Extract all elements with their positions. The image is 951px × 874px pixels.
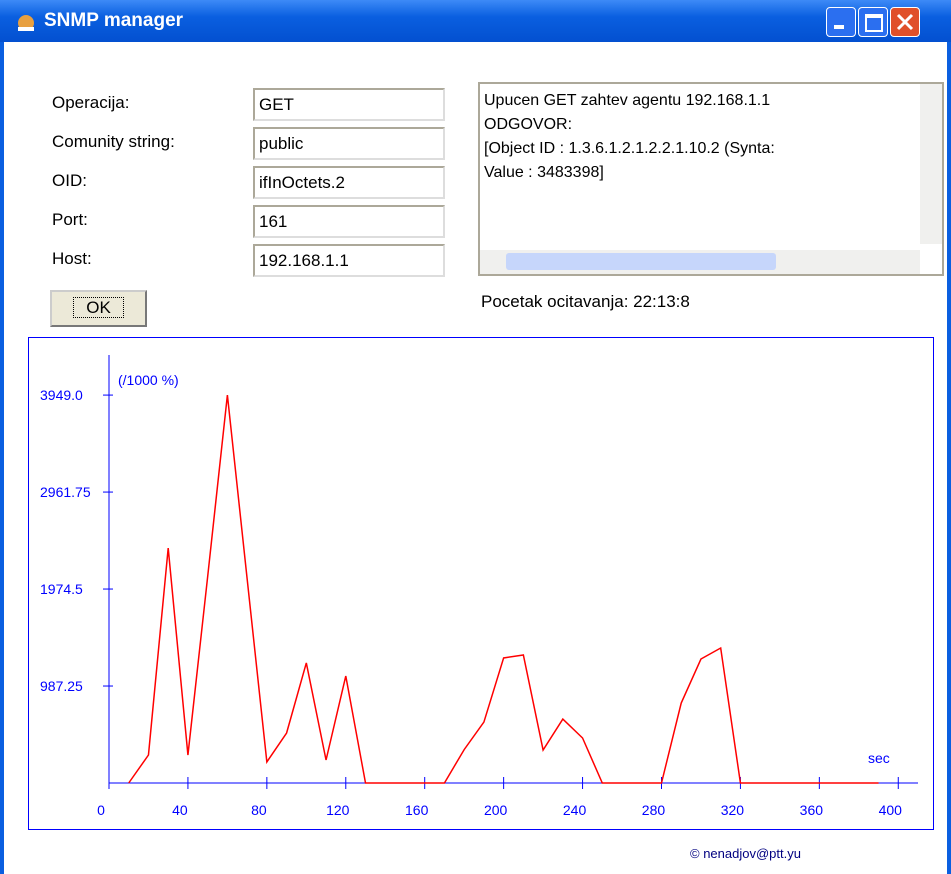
x-tick-label: 320 [721, 802, 745, 818]
response-line: [Object ID : 1.3.6.1.2.1.2.2.1.10.2 (Syn… [484, 140, 775, 158]
y-tick-label: 987.25 [40, 678, 83, 694]
x-tick-label: 280 [642, 802, 666, 818]
field-label: Port: [52, 210, 88, 230]
x-tick-label: 0 [97, 802, 105, 818]
text-field[interactable]: 161 [253, 205, 445, 238]
x-tick-label: 400 [879, 802, 903, 818]
x-tick-label: 120 [326, 802, 350, 818]
response-area[interactable]: Upucen GET zahtev agentu 192.168.1.1 ODGO… [478, 82, 944, 276]
window-title: SNMP manager [44, 10, 183, 32]
x-tick-label: 200 [484, 802, 508, 818]
maximize-button[interactable] [858, 7, 888, 37]
field-label: Host: [52, 249, 92, 269]
y-axis-label: (/1000 %) [118, 372, 179, 388]
v-scrollbar[interactable] [920, 84, 942, 244]
response-line: Value : 3483398] [484, 164, 604, 182]
minimize-button[interactable] [826, 7, 856, 37]
x-tick-label: 40 [172, 802, 188, 818]
window: SNMP manager Operacija: GET Comunity strin… [0, 0, 951, 874]
ok-button[interactable]: OK [50, 290, 147, 327]
response-line: Upucen GET zahtev agentu 192.168.1.1 [484, 92, 770, 110]
x-tick-label: 80 [251, 802, 267, 818]
field-label: Comunity string: [52, 132, 175, 152]
x-tick-label: 360 [800, 802, 824, 818]
y-tick-label: 1974.5 [40, 581, 83, 597]
close-button[interactable] [890, 7, 920, 37]
field-label: OID: [52, 171, 87, 191]
button-label: OK [73, 297, 124, 318]
x-axis-label: sec [868, 750, 890, 766]
y-tick-label: 3949.0 [40, 387, 83, 403]
footer: © nenadjov@ptt.yu [690, 846, 801, 861]
text-field[interactable]: 192.168.1.1 [253, 244, 445, 277]
text-field[interactable]: ifInOctets.2 [253, 166, 445, 199]
text-field[interactable]: public [253, 127, 445, 160]
text-field[interactable]: GET [253, 88, 445, 121]
status-text: Pocetak ocitavanja: 22:13:8 [481, 292, 690, 312]
window-border [947, 42, 951, 874]
field-label: Operacija: [52, 93, 129, 113]
app-icon [14, 9, 38, 33]
window-border [0, 42, 4, 874]
response-line: ODGOVOR: [484, 116, 572, 134]
title-bar: SNMP manager [0, 0, 951, 42]
chart: 0 40 80 120 160 200 240 280 320 360 400 987.25 1974.… [28, 337, 935, 831]
x-tick-label: 240 [563, 802, 587, 818]
x-tick-label: 160 [405, 802, 429, 818]
h-scrollbar[interactable] [480, 250, 920, 274]
y-tick-label: 2961.75 [40, 484, 91, 500]
